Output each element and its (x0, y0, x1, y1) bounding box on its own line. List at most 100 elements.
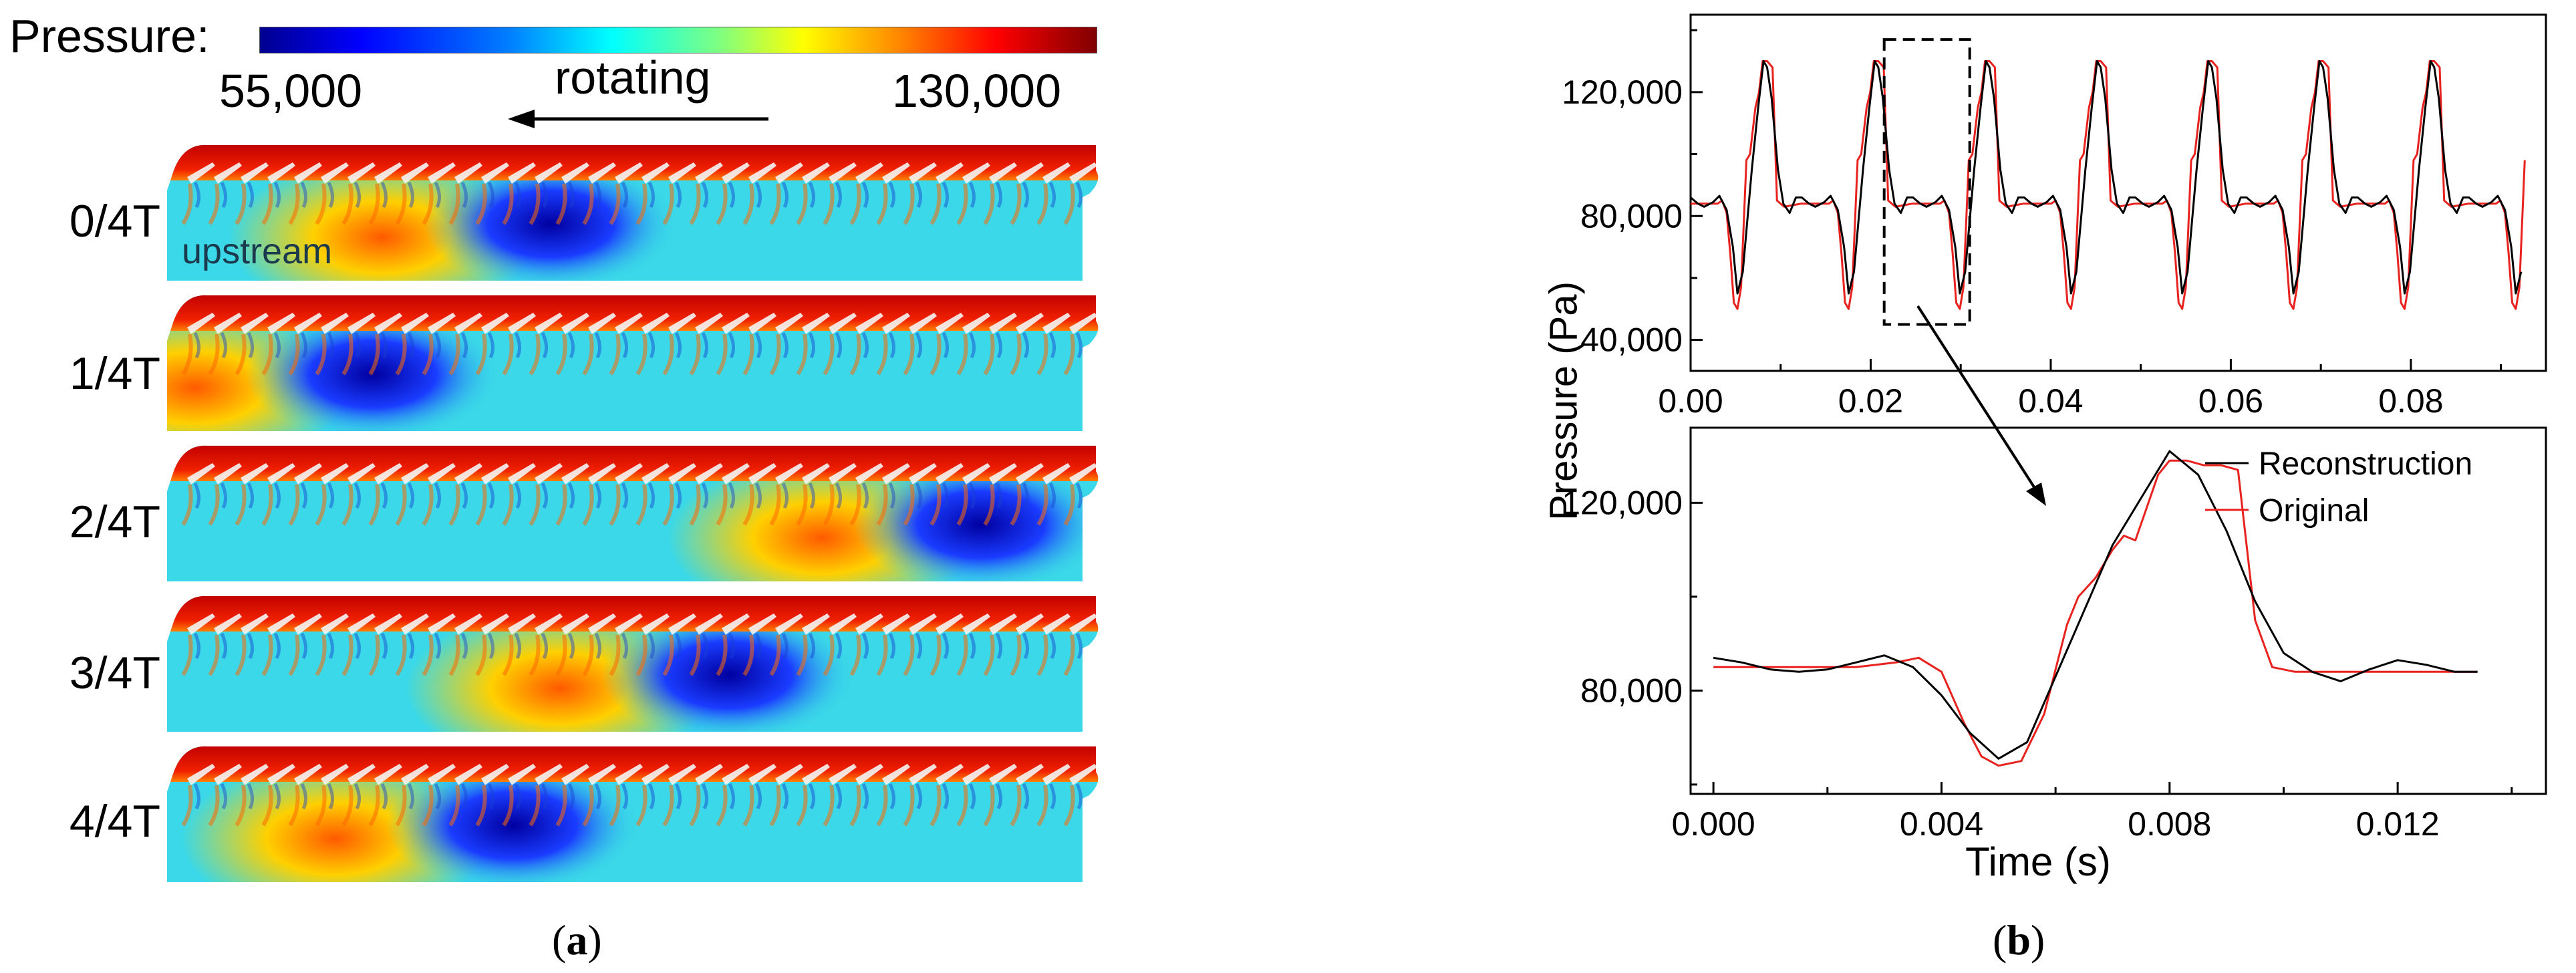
blade-3-19 (695, 613, 723, 635)
blade-wake-0-28 (929, 183, 942, 225)
blade-wake-0-22 (769, 183, 781, 225)
blade-0-24 (829, 162, 857, 184)
panel-b-caption-letter: b (2007, 916, 2031, 964)
blade-0-21 (748, 162, 776, 184)
blade-2-19 (695, 463, 723, 484)
blade-wake-1-10 (448, 333, 460, 376)
blade-1-1 (214, 313, 242, 334)
blade-wake-1-13 (529, 333, 541, 376)
bottom-line-chart: 0.000 0.004 0.008 0.012 80,000 120,000 Reconst… (1562, 426, 2547, 843)
contour-field-3 (167, 595, 1099, 732)
blade-3-11 (481, 613, 509, 635)
blade-wake-2-12 (502, 484, 514, 526)
blade-suction-2-21 (754, 482, 762, 509)
blade-suction-2-22 (781, 482, 789, 509)
blade-wake-0-12 (502, 183, 514, 225)
blade-4-30 (989, 764, 1017, 785)
blade-suction-4-10 (460, 783, 468, 810)
blade-suction-4-22 (781, 783, 789, 810)
blade-4-2 (241, 764, 269, 785)
blade-wake-0-32 (1036, 183, 1048, 225)
x-tick-label: 0.00 (1658, 382, 1723, 420)
blade-1-15 (588, 313, 616, 334)
blade-suction-1-22 (781, 331, 789, 359)
blade-wake-1-8 (395, 333, 407, 376)
blade-suction-3-4 (300, 632, 307, 660)
blade-suction-4-17 (648, 783, 655, 810)
blade-suction-1-3 (273, 331, 281, 359)
blade-wake-3-31 (1010, 634, 1022, 676)
blade-wake-4-19 (689, 785, 701, 827)
blade-wake-1-5 (315, 333, 327, 376)
blade-wake-1-28 (929, 333, 942, 376)
blade-suction-0-18 (674, 181, 682, 208)
blade-2-27 (909, 463, 937, 484)
blade-suction-2-8 (407, 482, 414, 509)
blade-suction-3-29 (968, 632, 976, 660)
blade-3-15 (588, 613, 616, 635)
blade-suction-1-20 (728, 331, 735, 359)
blade-wake-3-33 (1063, 634, 1075, 676)
blade-wake-3-17 (635, 634, 648, 676)
blade-3-7 (374, 613, 402, 635)
blade-0-11 (481, 162, 509, 184)
blade-3-9 (428, 613, 456, 635)
series-line-reconstruction (1713, 450, 2478, 760)
blade-wake-4-6 (341, 785, 353, 827)
blade-suction-3-32 (1048, 632, 1056, 660)
blade-wake-1-7 (368, 333, 380, 376)
blade-1-21 (748, 313, 776, 334)
blade-1-23 (802, 313, 830, 334)
blade-suction-0-12 (514, 181, 521, 208)
blade-4-4 (294, 764, 322, 785)
blade-wake-3-7 (368, 634, 380, 676)
blade-suction-4-13 (541, 783, 548, 810)
blade-4-29 (962, 764, 990, 785)
blade-2-7 (374, 463, 402, 484)
blade-wake-1-4 (288, 333, 300, 376)
blade-2-4 (294, 463, 322, 484)
low-pressure-cell-4 (386, 758, 640, 883)
blade-suction-0-26 (888, 181, 895, 208)
blade-1-11 (481, 313, 509, 334)
blade-wake-2-11 (475, 484, 487, 526)
blade-wake-1-12 (502, 333, 514, 376)
blade-wake-2-7 (368, 484, 380, 526)
rotating-arrow-icon (508, 110, 768, 128)
blade-1-5 (321, 313, 349, 334)
blade-2-1 (214, 463, 242, 484)
blade-suction-2-0 (193, 482, 200, 509)
blade-wake-3-14 (555, 634, 567, 676)
blade-2-24 (829, 463, 857, 484)
blade-wake-4-33 (1063, 785, 1075, 827)
blade-wake-3-9 (422, 634, 434, 676)
blade-wake-1-16 (609, 333, 621, 376)
panel-b-caption-close: ) (2030, 916, 2045, 964)
blade-suction-2-25 (861, 482, 869, 509)
blade-0-23 (802, 162, 830, 184)
blade-suction-4-20 (728, 783, 735, 810)
blade-suction-1-27 (915, 331, 922, 359)
blade-4-14 (561, 764, 589, 785)
blade-1-9 (428, 313, 456, 334)
blade-0-22 (775, 162, 803, 184)
row-label-0: 0/4T (69, 196, 160, 247)
blade-wake-0-26 (876, 183, 888, 225)
blade-wake-4-4 (288, 785, 300, 827)
blade-wake-0-13 (529, 183, 541, 225)
blade-suction-4-26 (888, 783, 895, 810)
blade-wake-2-33 (1063, 484, 1075, 526)
blade-wake-3-2 (235, 634, 247, 676)
blade-suction-1-4 (300, 331, 307, 359)
blade-suction-4-25 (861, 783, 869, 810)
low-pressure-cell-0 (424, 157, 678, 281)
blade-4-12 (508, 764, 536, 785)
blade-wake-4-0 (181, 785, 193, 827)
blade-wake-2-22 (769, 484, 781, 526)
blade-0-3 (267, 162, 295, 184)
blade-suction-3-16 (621, 632, 628, 660)
blade-3-23 (802, 613, 830, 635)
blade-wake-0-6 (341, 183, 353, 225)
colorbar (259, 27, 1097, 53)
